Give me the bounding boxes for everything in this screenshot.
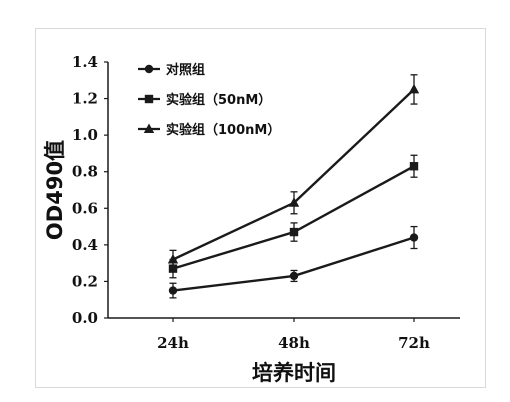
series-line (172, 236, 415, 292)
x-tick-label: 24h (157, 334, 189, 352)
series-line (172, 165, 415, 270)
y-tick-label: 1.0 (72, 126, 98, 144)
y-axis-title: OD490值 (43, 140, 67, 240)
data-point (409, 233, 419, 242)
axes (104, 61, 460, 322)
chart-frame (35, 28, 486, 388)
y-tick-label: 1.4 (72, 53, 98, 71)
y-tick-label: 0.2 (72, 272, 98, 290)
y-tick-label: 0.4 (72, 236, 98, 254)
legend-item: 实验组（100nM） (138, 122, 280, 138)
legend-marker (144, 64, 154, 74)
x-tick-label: 72h (398, 334, 430, 352)
legend-label: 实验组（50nM） (166, 92, 271, 108)
y-tick-label: 1.2 (72, 90, 98, 108)
y-tick-label: 0.0 (72, 309, 98, 327)
y-tick-labels: 0.0 0.2 0.4 0.6 0.8 1.0 1.2 1.4 (72, 53, 98, 327)
data-point (168, 286, 178, 295)
y-tick-label: 0.6 (72, 199, 98, 217)
legend-label: 实验组（100nM） (166, 122, 280, 138)
series-triangle (167, 74, 420, 270)
y-tick-label: 0.8 (72, 163, 98, 181)
data-point (289, 271, 299, 281)
x-tick-label: 48h (278, 334, 310, 352)
series-square (168, 154, 419, 279)
series-layer (167, 74, 420, 299)
data-point (408, 83, 420, 94)
legend-item: 对照组 (138, 62, 205, 78)
series-circle (168, 225, 419, 299)
x-axis-title: 培养时间 (252, 361, 336, 385)
data-point (289, 227, 299, 237)
legend-marker (143, 123, 155, 133)
data-point (167, 253, 179, 264)
data-point (409, 162, 419, 171)
data-point (288, 197, 300, 207)
x-tick-labels: 24h 48h 72h (157, 334, 430, 352)
legend-item: 实验组（50nM） (138, 92, 271, 108)
legend-marker (144, 94, 154, 104)
legend-label: 对照组 (166, 62, 205, 78)
